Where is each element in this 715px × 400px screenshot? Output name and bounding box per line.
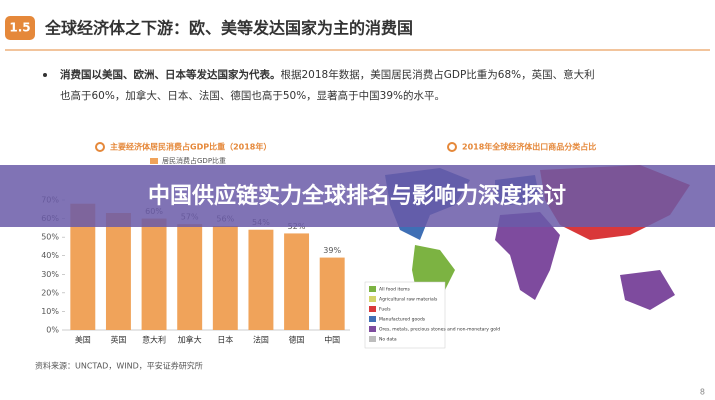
x-tick-label: 意大利 [142,335,166,345]
map-legend-box [364,281,446,349]
bar [212,226,238,330]
legend-swatch [369,336,376,342]
slide-title: 全球经济体之下游：欧、美等发达国家为主的消费国 [44,19,413,38]
bullet-line: 根据2018年数据，美国居民消费占GDP比重为68%，英国、意大利 [281,68,595,81]
y-tick-label: 20% [41,288,59,297]
bar [248,229,274,330]
chart-title: 主要经济体居民消费占GDP比重（2018年） [110,142,271,152]
legend-swatch [150,158,158,164]
x-tick-label: 日本 [217,335,233,345]
bar [177,224,203,330]
section-badge [5,16,35,40]
x-tick-label: 美国 [75,335,91,345]
legend-label: 居民消费占GDP比重 [162,156,226,165]
map-legend: All food items Agricultural raw materials… [369,286,500,343]
legend-swatch [369,306,376,312]
y-tick-label: 10% [41,307,59,316]
legend-swatch [369,286,376,292]
y-tick-label: 0% [46,326,59,335]
bar [141,218,167,330]
bullet-line: 也高于60%，加拿大、日本、法国、德国也高于50%，显著高于中国39%的水平。 [60,89,445,102]
section-number: 1.5 [9,21,30,35]
legend-label: Fuels [379,307,391,313]
legend-swatch [369,296,376,302]
legend-label: All food items [379,287,411,293]
title-icon [95,142,105,152]
banner [0,165,715,227]
bar [284,233,310,330]
map-australia [620,270,675,310]
legend-label: Ores, metals, precious stones and non-mo… [379,327,500,333]
map-africa [495,212,560,300]
legend-label: No data [379,337,397,343]
legend-label: Agricultural raw materials [379,297,438,303]
x-tick-label: 英国 [110,335,126,345]
bar [319,257,345,330]
banner-text: 中国供应链实力全球排名与影响力深度探讨 [148,183,566,209]
bullet-dot [43,73,47,77]
x-tick-label: 加拿大 [178,335,202,345]
y-tick-label: 30% [41,270,59,279]
legend-swatch [369,316,376,322]
legend-label: Manufactured goods [379,317,426,323]
data-label: 39% [323,246,341,255]
y-tick-label: 40% [41,251,59,260]
bullet-text: 消费国以美国、欧洲、日本等发达国家为代表。根据2018年数据，美国居民消费占GD… [60,68,595,81]
x-tick-label: 中国 [324,335,340,345]
source-note: 资料来源：UNCTAD，WIND，平安证券研究所 [35,361,203,371]
bar [105,213,131,330]
legend-swatch [369,326,376,332]
bullet-bold: 消费国以美国、欧洲、日本等发达国家为代表。 [60,68,281,81]
y-tick-label: 50% [41,233,59,242]
map-title: 2018年全球经济体出口商品分类占比 [462,142,596,152]
x-tick-label: 德国 [289,335,305,345]
page-number: 8 [700,388,705,397]
x-tick-label: 法国 [253,335,269,345]
title-icon [447,142,457,152]
